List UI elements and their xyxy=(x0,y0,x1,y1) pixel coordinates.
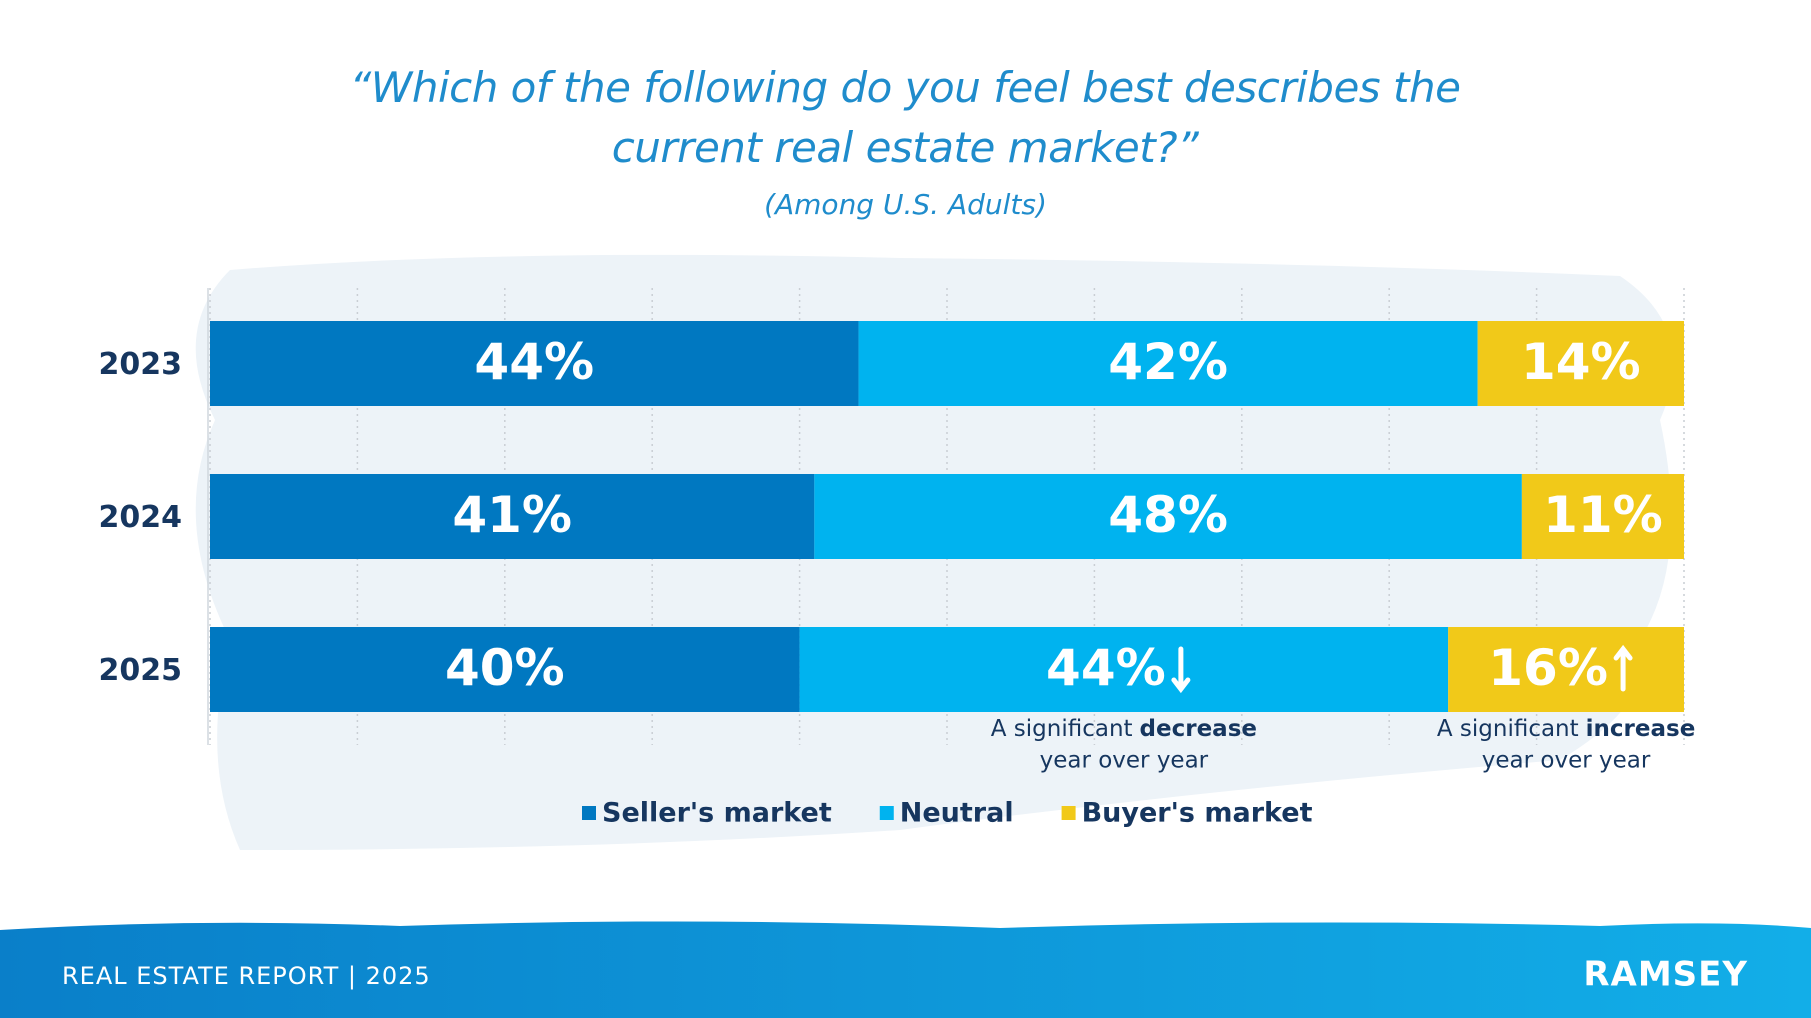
bar-segment xyxy=(210,474,815,559)
trend-arrow xyxy=(1171,646,1191,694)
value-label: 16% xyxy=(1488,639,1608,697)
y-tick-label: 2025 xyxy=(99,653,183,688)
footer-report: REAL ESTATE REPORT | 2025 xyxy=(62,962,431,990)
annotation-bold: decrease xyxy=(1140,716,1257,742)
y-tick-label: 2023 xyxy=(99,347,183,382)
annotation: A significant decrease xyxy=(991,716,1257,742)
chart-title: “Which of the following do you feel best… xyxy=(349,63,1461,172)
legend-label: Buyer's market xyxy=(1082,798,1313,829)
bar-segment xyxy=(858,321,1478,406)
chart-subtitle: (Among U.S. Adults) xyxy=(764,188,1047,221)
bar-segment xyxy=(1448,627,1684,712)
annotation: A significant increase xyxy=(1437,716,1695,742)
value-label: 11% xyxy=(1543,486,1663,544)
annotation-text: A significant xyxy=(991,716,1133,742)
bar-segment xyxy=(210,627,800,712)
legend-swatch xyxy=(582,806,596,820)
annotation-bold: increase xyxy=(1586,716,1696,742)
y-tick-label: 2024 xyxy=(99,500,183,535)
bar-segment xyxy=(210,321,859,406)
annotation-text: A significant xyxy=(1437,716,1579,742)
trend-arrow xyxy=(1613,644,1633,692)
value-label: 42% xyxy=(1108,333,1228,391)
legend: Seller's market Neutral Buyer's market xyxy=(582,798,1313,829)
annotation-line2: year over year xyxy=(1040,748,1209,774)
value-label: 40% xyxy=(445,639,565,697)
bar-segment xyxy=(814,474,1522,559)
value-label: 44% xyxy=(474,333,594,391)
annotation-line2: year over year xyxy=(1482,748,1651,774)
value-label: 41% xyxy=(452,486,572,544)
value-label: 44% xyxy=(1046,639,1166,697)
bar-segment xyxy=(1477,321,1684,406)
legend-label: Neutral xyxy=(900,798,1014,829)
value-label: 48% xyxy=(1108,486,1228,544)
bar-segment xyxy=(1521,474,1684,559)
legend-swatch xyxy=(1061,806,1076,820)
bar-segment xyxy=(799,627,1449,712)
footer-band xyxy=(0,921,1811,1018)
legend-label: Seller's market xyxy=(602,798,832,829)
legend-swatch xyxy=(879,806,894,820)
value-label: 14% xyxy=(1521,333,1641,391)
footer-brand: RAMSEY xyxy=(1583,955,1748,995)
